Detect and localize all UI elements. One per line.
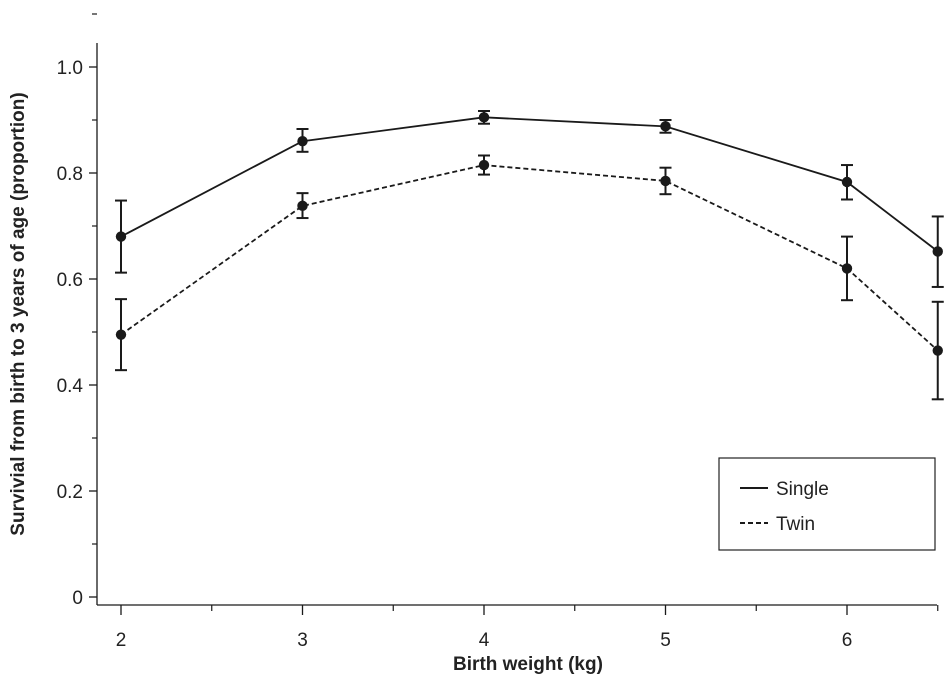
y-tick-label: 0.6 [57,270,83,291]
x-tick-label: 2 [116,630,127,651]
x-axis-title: Birth weight (kg) [453,654,603,675]
series-twin [115,154,944,401]
y-axis-title: Survivial from birth to 3 years of age (… [8,92,29,535]
legend-label-single: Single [776,479,829,500]
legend-box [718,457,936,551]
series-line-twin [120,164,939,352]
data-point-twin [297,200,308,212]
data-point-single [478,112,490,123]
y-tick-label: 0 [72,588,83,609]
legend-label-twin: Twin [776,514,815,535]
data-point-twin [660,175,671,187]
y-tick-label: 1.0 [57,58,83,79]
data-point-single [297,136,308,147]
y-tick-label: 0.4 [57,376,84,397]
data-point-single [932,246,943,257]
x-tick-label: 6 [842,630,853,651]
data-point-single [660,121,671,132]
data-point-twin [841,263,853,274]
data-point-twin [115,329,127,340]
data-point-twin [932,345,943,356]
x-tick-label: 3 [297,630,308,651]
x-tick-label: 5 [660,630,671,651]
data-point-single [841,176,853,188]
y-tick-label: 0.8 [57,164,83,185]
legend: Single Twin [718,457,936,551]
axes: 0 0.2 0.4 0.6 0.8 1.0 2 3 4 5 6 [57,13,939,651]
data-point-single [115,231,127,242]
y-tick-label: 0.2 [57,482,83,503]
x-tick-label: 4 [479,630,490,651]
data-point-twin [478,159,490,171]
series-layer [115,109,944,401]
series-line-single [120,116,939,253]
series-single [115,109,944,288]
